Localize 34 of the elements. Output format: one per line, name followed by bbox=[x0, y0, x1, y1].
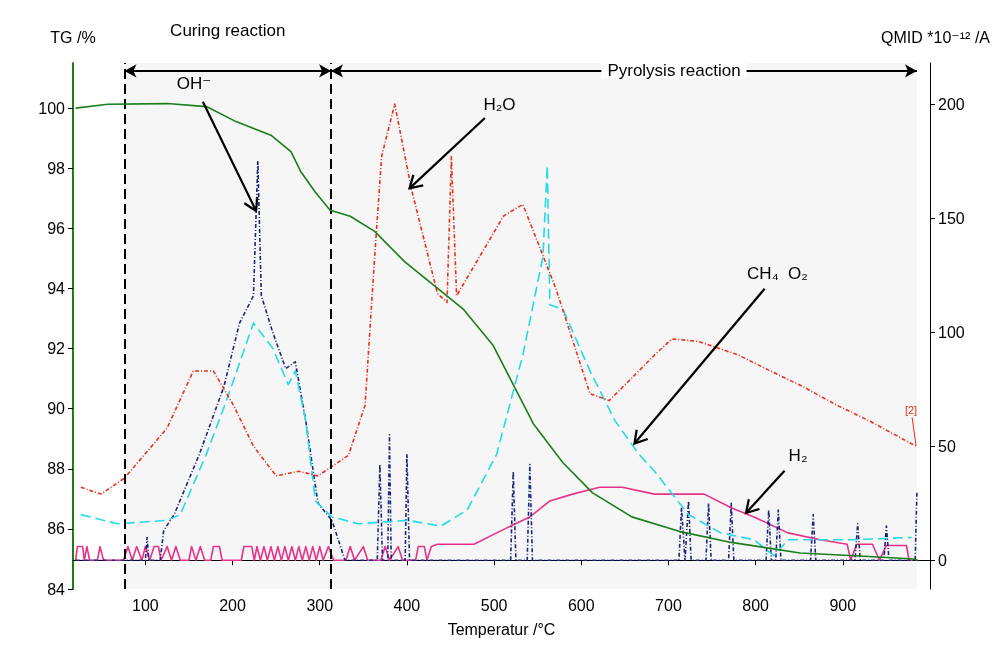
x-axis-title: Temperatur /°C bbox=[447, 620, 556, 638]
annotation: H₂O bbox=[483, 94, 516, 114]
x-tick-label: 700 bbox=[655, 596, 682, 614]
x-tick-label: 300 bbox=[306, 596, 334, 614]
x-tick-label: 100 bbox=[132, 596, 159, 614]
y-axis-title: TG /% bbox=[50, 28, 96, 46]
band-label: Curing reaction bbox=[170, 20, 286, 40]
annotation: [2] bbox=[904, 403, 918, 416]
y2-tick-label: 0 bbox=[938, 551, 947, 569]
y-tick-label: 96 bbox=[47, 219, 66, 237]
y-tick-label: 88 bbox=[47, 460, 66, 478]
y2-axis-title: QMID *10⁻¹² /A bbox=[881, 28, 991, 46]
annotation: OH⁻ bbox=[176, 74, 212, 94]
x-tick-label: 400 bbox=[393, 596, 421, 614]
y-tick-label: 90 bbox=[47, 400, 66, 418]
annotation: H₂ bbox=[788, 446, 808, 466]
y-tick-label: 92 bbox=[47, 340, 66, 358]
y-tick-label: 100 bbox=[38, 99, 66, 117]
y-tick-label: 86 bbox=[47, 520, 66, 538]
x-tick-label: 900 bbox=[829, 596, 857, 614]
y-tick-label: 84 bbox=[47, 580, 66, 598]
y-tick-label: 94 bbox=[47, 279, 66, 297]
y-tick-label: 98 bbox=[47, 159, 66, 177]
line-series bbox=[74, 486, 914, 562]
y2-tick-label: 100 bbox=[938, 323, 965, 341]
y2-tick-label: 200 bbox=[938, 95, 965, 113]
annotation: CH₄ O₂ bbox=[747, 264, 808, 284]
x-tick-label: 500 bbox=[480, 596, 508, 614]
x-tick-label: 200 bbox=[219, 596, 246, 614]
y2-tick-label: 50 bbox=[938, 437, 956, 455]
x-tick-label: 600 bbox=[567, 596, 595, 614]
band-label: Pyrolysis reaction bbox=[607, 60, 741, 80]
x-tick-label: 800 bbox=[742, 596, 770, 614]
y2-tick-label: 150 bbox=[938, 209, 965, 227]
